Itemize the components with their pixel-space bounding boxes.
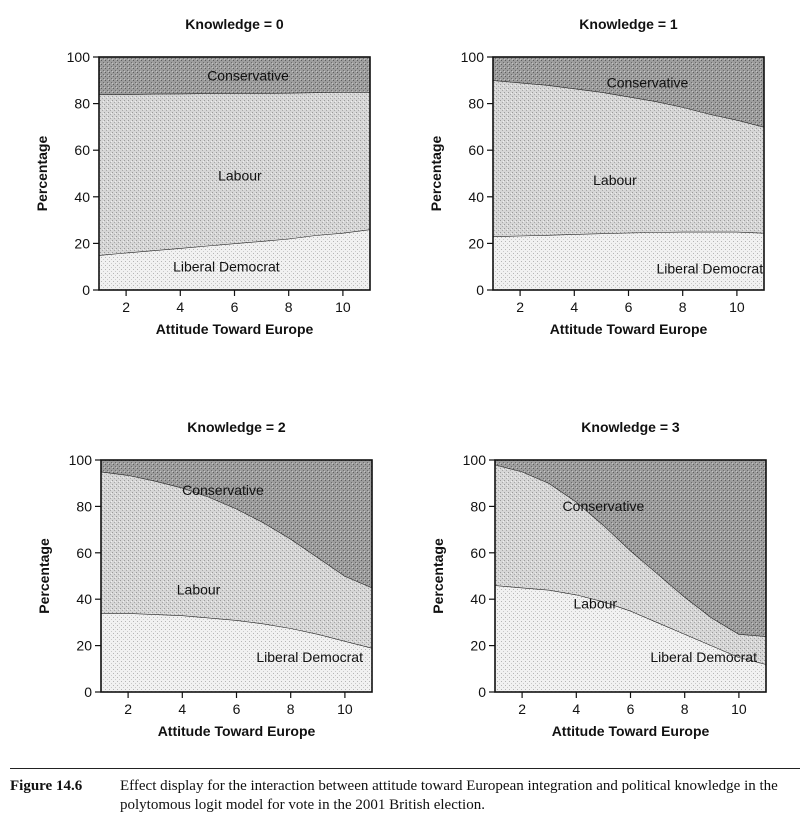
x-axis-label: Attitude Toward Europe [552, 723, 710, 739]
y-tick-label: 0 [478, 684, 486, 700]
x-tick-label: 8 [287, 701, 295, 717]
x-tick-label: 2 [124, 701, 132, 717]
x-tick-label: 2 [516, 299, 524, 315]
x-axis-label: Attitude Toward Europe [158, 723, 316, 739]
area-liberal-democrat [493, 231, 764, 290]
chart-title: Knowledge = 0 [185, 16, 284, 32]
series-label-conservative: Conservative [182, 482, 264, 498]
y-tick-label: 100 [69, 452, 93, 468]
figure-caption: Figure 14.6 Effect display for the inter… [10, 768, 800, 815]
x-tick-label: 4 [572, 701, 580, 717]
chart-title: Knowledge = 3 [581, 419, 680, 435]
series-label-labour: Labour [593, 172, 637, 188]
x-axis-label: Attitude Toward Europe [550, 321, 708, 337]
area-liberal-democrat [101, 613, 372, 692]
series-label-liberal-democrat: Liberal Democrat [256, 649, 363, 665]
x-tick-label: 8 [681, 701, 689, 717]
x-tick-label: 4 [176, 299, 184, 315]
y-tick-label: 40 [468, 189, 484, 205]
series-label-conservative: Conservative [607, 74, 689, 90]
caption-label: Figure 14.6 [10, 778, 83, 794]
y-axis-label: Percentage [428, 136, 444, 212]
x-axis-label: Attitude Toward Europe [156, 321, 314, 337]
y-tick-label: 40 [470, 591, 486, 607]
caption-text: Effect display for the interaction betwe… [120, 778, 778, 813]
y-tick-label: 20 [76, 638, 92, 654]
x-tick-label: 6 [627, 701, 635, 717]
series-label-liberal-democrat: Liberal Democrat [650, 649, 757, 665]
x-tick-label: 6 [231, 299, 239, 315]
x-tick-label: 10 [731, 701, 747, 717]
series-label-conservative: Conservative [563, 498, 645, 514]
x-tick-label: 10 [337, 701, 353, 717]
series-label-liberal-democrat: Liberal Democrat [656, 261, 763, 277]
x-tick-label: 6 [233, 701, 241, 717]
y-tick-label: 60 [76, 545, 92, 561]
area-labour [495, 464, 766, 665]
chart-panel-0: 0 20 40 60 80 100 2 4 6 8 10 Knowledge = 0 Attitude … [34, 16, 371, 337]
area-conservative [495, 460, 766, 637]
area-conservative [101, 460, 372, 588]
area-liberal-democrat [495, 585, 766, 692]
y-tick-label: 0 [476, 282, 484, 298]
x-tick-label: 10 [335, 299, 351, 315]
y-tick-label: 80 [74, 96, 90, 112]
y-tick-label: 100 [463, 452, 487, 468]
area-labour [493, 80, 764, 237]
y-tick-label: 100 [67, 49, 91, 65]
area-conservative [99, 57, 370, 95]
chart-title: Knowledge = 1 [579, 16, 678, 32]
y-tick-label: 0 [82, 282, 90, 298]
series-label-conservative: Conservative [207, 67, 289, 83]
chart-panel-1: 0 20 40 60 80 100 2 4 6 8 10 Knowledge = 1 Attitude … [428, 16, 765, 337]
area-labour [99, 92, 370, 256]
y-tick-label: 40 [74, 189, 90, 205]
area-labour [101, 471, 372, 648]
series-label-labour: Labour [218, 167, 262, 183]
x-tick-label: 4 [570, 299, 578, 315]
series-label-labour: Labour [177, 582, 221, 598]
chart-panel-3: 0 20 40 60 80 100 2 4 6 8 10 Knowledge = 3 Attitude … [430, 419, 767, 739]
y-tick-label: 80 [470, 498, 486, 514]
y-tick-label: 80 [76, 498, 92, 514]
area-conservative [493, 57, 764, 127]
y-axis-label: Percentage [34, 136, 50, 212]
series-label-labour: Labour [573, 595, 617, 611]
y-tick-label: 80 [468, 96, 484, 112]
series-label-liberal-democrat: Liberal Democrat [173, 258, 280, 274]
x-tick-label: 6 [625, 299, 633, 315]
x-tick-label: 8 [679, 299, 687, 315]
x-tick-label: 2 [518, 701, 526, 717]
y-tick-label: 100 [461, 49, 485, 65]
y-tick-label: 20 [470, 638, 486, 654]
y-tick-label: 20 [468, 235, 484, 251]
y-tick-label: 60 [74, 142, 90, 158]
x-tick-label: 10 [729, 299, 745, 315]
x-tick-label: 2 [122, 299, 130, 315]
chart-panel-2: 0 20 40 60 80 100 2 4 6 8 10 Knowledge = 2 Attitude … [36, 419, 373, 739]
y-axis-label: Percentage [430, 538, 446, 614]
chart-title: Knowledge = 2 [187, 419, 286, 435]
area-liberal-democrat [99, 229, 370, 290]
y-tick-label: 40 [76, 591, 92, 607]
y-tick-label: 0 [84, 684, 92, 700]
y-tick-label: 60 [468, 142, 484, 158]
x-tick-label: 4 [178, 701, 186, 717]
x-tick-label: 8 [285, 299, 293, 315]
y-tick-label: 60 [470, 545, 486, 561]
y-tick-label: 20 [74, 235, 90, 251]
y-axis-label: Percentage [36, 538, 52, 614]
